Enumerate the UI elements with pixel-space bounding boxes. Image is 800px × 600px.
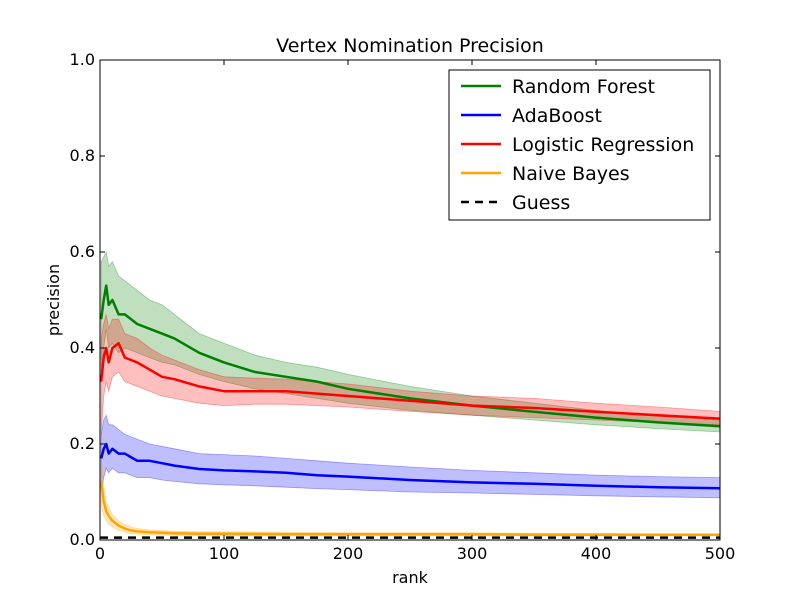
x-tick-label: 0 xyxy=(95,544,105,563)
legend: Random Forest AdaBoost Logistic Regressi… xyxy=(448,69,711,221)
chart-title: Vertex Nomination Precision xyxy=(276,35,544,57)
series-line-random-forest xyxy=(99,284,721,428)
legend-label-random-forest: Random Forest xyxy=(512,76,655,98)
series-line-naive-bayes xyxy=(99,482,720,536)
y-tick-label: 0.6 xyxy=(70,242,95,261)
y-tick-label: 1.0 xyxy=(70,50,95,69)
y-tick-label: 0.4 xyxy=(70,338,95,357)
series-line-adaboost xyxy=(99,442,721,490)
series-line-logistic-regression xyxy=(99,341,721,420)
x-tick-label: 300 xyxy=(457,544,488,563)
y-tick-label: 0.8 xyxy=(70,146,95,165)
legend-label-naive-bayes: Naive Bayes xyxy=(512,163,630,185)
y-tick-label: 0.0 xyxy=(70,530,95,549)
x-tick-label: 100 xyxy=(209,544,240,563)
legend-label-logistic-regression: Logistic Regression xyxy=(512,134,694,156)
x-axis-label: rank xyxy=(392,568,429,587)
x-tick-label: 200 xyxy=(333,544,364,563)
x-tick-label: 400 xyxy=(581,544,612,563)
y-tick-label: 0.2 xyxy=(70,434,95,453)
y-axis-label: precision xyxy=(44,264,63,336)
legend-label-guess: Guess xyxy=(512,192,570,214)
plot-frame xyxy=(99,59,721,541)
x-tick-label: 500 xyxy=(705,544,736,563)
legend-label-adaboost: AdaBoost xyxy=(512,105,602,127)
